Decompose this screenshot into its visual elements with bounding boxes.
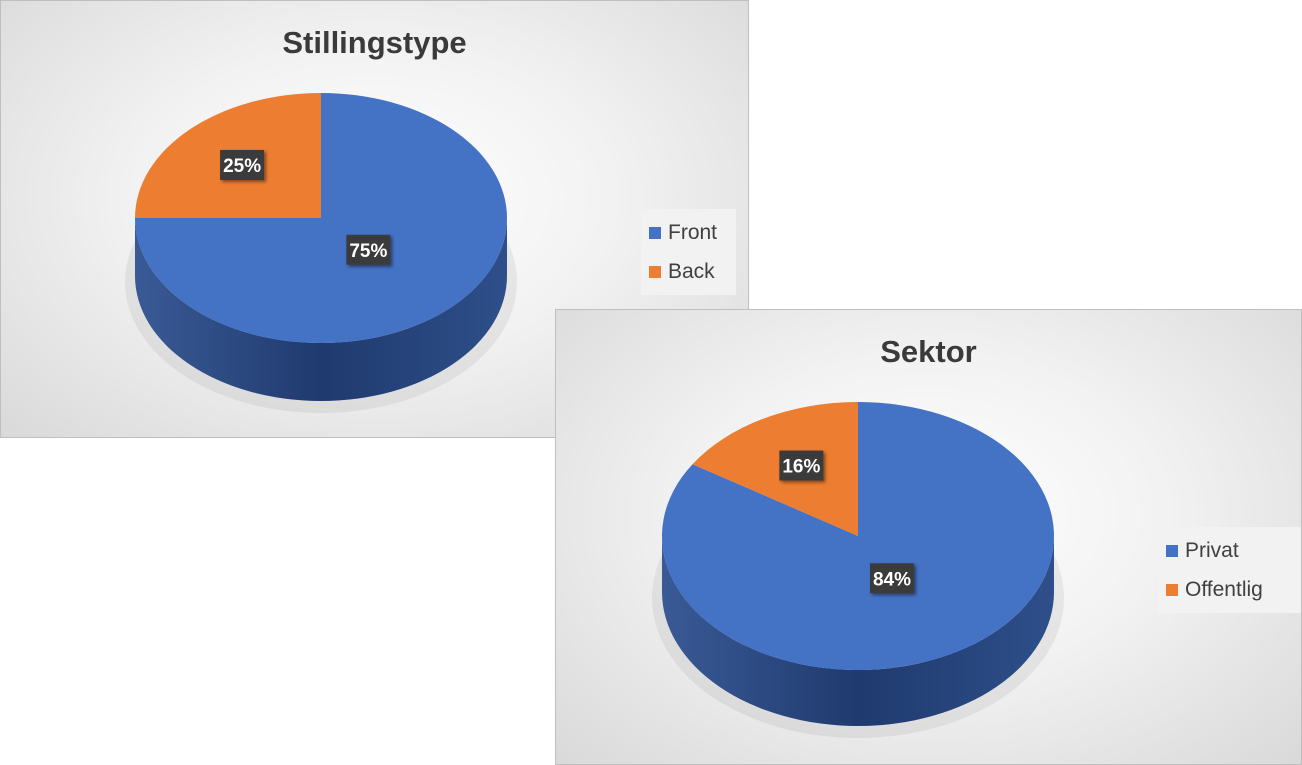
pie-slice-offentlig bbox=[692, 402, 858, 536]
legend-swatch bbox=[1166, 544, 1178, 557]
legend-item-privat: Privat bbox=[1166, 531, 1295, 570]
legend-item-front: Front bbox=[649, 213, 728, 252]
legend: Front Back bbox=[641, 209, 736, 295]
chart-title: Stillingstype bbox=[282, 25, 467, 60]
data-label-text: 25% bbox=[223, 156, 261, 177]
legend-label: Offentlig bbox=[1185, 577, 1263, 601]
pie-chart: 75% 25% bbox=[125, 93, 517, 413]
data-label: 84% bbox=[869, 563, 914, 594]
data-label-box bbox=[869, 563, 914, 594]
data-label: 75% bbox=[346, 234, 391, 265]
data-label-text: 16% bbox=[782, 457, 820, 478]
legend-item-back: Back bbox=[649, 252, 728, 291]
data-label-box bbox=[779, 450, 824, 481]
legend-swatch bbox=[649, 265, 661, 278]
chart-stillingstype: Stillingstype 75% 25% Front Back bbox=[0, 0, 749, 438]
data-label-box bbox=[220, 149, 265, 180]
legend-label: Front bbox=[668, 220, 718, 244]
data-label: 25% bbox=[220, 149, 265, 180]
legend-label: Back bbox=[668, 259, 715, 283]
pie-side-wall bbox=[135, 218, 507, 401]
legend-swatch bbox=[1166, 583, 1178, 596]
data-label-box bbox=[346, 234, 391, 265]
legend-swatch bbox=[649, 226, 661, 239]
chart-title: Sektor bbox=[880, 334, 977, 369]
chart-sektor: Sektor 84% 16% Privat Offentlig bbox=[555, 309, 1302, 765]
pie-chart: 84% 16% bbox=[652, 402, 1064, 738]
legend-label: Privat bbox=[1185, 538, 1239, 562]
data-label-text: 84% bbox=[873, 569, 911, 590]
data-label: 16% bbox=[779, 450, 824, 481]
data-label-text: 75% bbox=[349, 241, 387, 262]
legend-item-offentlig: Offentlig bbox=[1166, 570, 1295, 609]
legend: Privat Offentlig bbox=[1158, 527, 1301, 613]
pie-side-wall bbox=[662, 536, 1054, 726]
